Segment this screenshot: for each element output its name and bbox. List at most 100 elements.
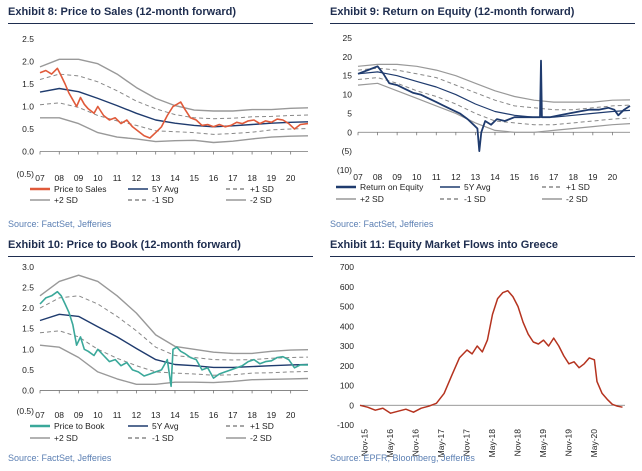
x-tick-label: 07 <box>353 172 363 182</box>
series-line-1-sd <box>39 295 309 361</box>
x-tick-label: 20 <box>608 172 618 182</box>
chart-panel-price-to-sales: Exhibit 8: Price to Sales (12-month forw… <box>8 6 313 230</box>
y-tick-label: (10) <box>337 165 352 175</box>
panel-title: Exhibit 9: Return on Equity (12-month fo… <box>330 6 575 18</box>
series-line-1-sd <box>39 330 309 376</box>
legend-label: Price to Book <box>54 421 105 431</box>
legend-label: Price to Sales <box>54 184 106 194</box>
y-tick-label: 3.0 <box>22 262 34 272</box>
chart-price-to-sales: 2.5 2.0 1.5 1.0 0.5 0.0 (0.5) 07 08 09 10 11 12 13 14 1… <box>17 34 309 205</box>
x-tick-label: 15 <box>190 410 200 420</box>
series-line-2-sd <box>357 63 631 103</box>
x-tick-label: May-20 <box>589 429 599 458</box>
x-tick-label: 09 <box>74 173 84 183</box>
x-tick-label: 20 <box>286 173 296 183</box>
y-tick-label: 5 <box>347 108 352 118</box>
source-note: Source: FactSet, Jefferies <box>8 453 112 463</box>
y-tick-label: 1.0 <box>22 344 34 354</box>
x-tick-label: 18 <box>247 173 257 183</box>
x-tick-label: 12 <box>132 410 142 420</box>
y-tick-label: 1.5 <box>22 79 34 89</box>
series-line-2-sd <box>39 58 309 112</box>
legend-label: -1 SD <box>152 195 174 205</box>
y-tick-label: (0.5) <box>17 406 35 416</box>
x-tick-label: 16 <box>209 173 219 183</box>
legend-label: 5Y Avg <box>152 184 179 194</box>
series-line-return-on-equity <box>357 59 631 152</box>
chart-panel-price-to-book: Exhibit 10: Price to Book (12-month forw… <box>8 239 313 467</box>
y-tick-label: (0.5) <box>17 169 35 179</box>
chart-panel-return-on-equity: Exhibit 9: Return on Equity (12-month fo… <box>330 6 635 230</box>
series-line-2-sd <box>40 117 309 144</box>
y-tick-label: 0.0 <box>22 385 34 395</box>
source-note: Source: EPFR, Bloomberg, Jefferies <box>330 453 475 463</box>
y-tick-label: 500 <box>340 302 354 312</box>
x-tick-label: 17 <box>549 172 559 182</box>
x-tick-label: 11 <box>113 410 122 420</box>
x-tick-label: 14 <box>170 173 180 183</box>
x-tick-label: 09 <box>392 172 402 182</box>
series-line-1-sd <box>39 73 309 120</box>
series-line-5y-avg <box>39 87 309 128</box>
x-tick-label: Nov-16 <box>411 429 421 457</box>
x-tick-label: 10 <box>93 410 103 420</box>
chart-equity-flows: 700 600 500 400 300 200 100 0 -100 Nov-15 May-16 No… <box>337 262 625 458</box>
legend-label: +1 SD <box>250 184 274 194</box>
legend-label: +1 SD <box>566 182 590 192</box>
x-tick-label: 07 <box>35 173 45 183</box>
x-tick-label: 17 <box>228 173 238 183</box>
x-tick-label: Nov-19 <box>563 429 573 457</box>
y-tick-label: 1.0 <box>22 102 34 112</box>
title-rule <box>8 23 313 24</box>
x-tick-label: 20 <box>286 410 296 420</box>
chart-return-on-equity: 25 20 15 10 5 0 (5) (10)07 08 09 10 11 12 13 14 15 16 17 1… <box>336 33 631 204</box>
title-rule <box>8 256 313 257</box>
x-tick-label: 10 <box>412 172 422 182</box>
x-tick-label: May-19 <box>538 429 548 458</box>
x-tick-label: Nov-18 <box>513 429 523 457</box>
legend-label: +1 SD <box>250 421 274 431</box>
x-tick-label: May-16 <box>385 429 395 458</box>
x-tick-label: 07 <box>35 410 45 420</box>
series-line-2-sd <box>357 82 631 133</box>
legend-label: 5Y Avg <box>464 182 491 192</box>
y-tick-label: 2.5 <box>22 283 34 293</box>
legend-label: +2 SD <box>360 194 384 204</box>
y-tick-label: 25 <box>343 33 353 43</box>
x-tick-label: 12 <box>132 173 142 183</box>
x-tick-label: 08 <box>55 410 65 420</box>
y-tick-label: (5) <box>342 146 353 156</box>
series-line-price-to-sales <box>39 67 309 139</box>
y-tick-label: 15 <box>343 71 353 81</box>
x-tick-label: May-18 <box>487 429 497 458</box>
y-tick-label: 0.5 <box>22 124 34 134</box>
x-tick-label: 14 <box>170 410 180 420</box>
y-tick-label: 600 <box>340 282 354 292</box>
x-tick-label: 16 <box>209 410 219 420</box>
y-tick-label: 0 <box>347 127 352 137</box>
x-tick-label: 11 <box>432 172 441 182</box>
x-tick-label: 19 <box>588 172 598 182</box>
x-tick-label: 12 <box>451 172 461 182</box>
y-tick-label: 2.0 <box>22 303 34 313</box>
x-tick-label: Nov-15 <box>360 429 370 457</box>
panel-title: Exhibit 8: Price to Sales (12-month forw… <box>8 6 236 18</box>
legend-label: -2 SD <box>566 194 588 204</box>
x-tick-label: Nov-17 <box>462 429 472 457</box>
y-tick-label: 0 <box>349 400 354 410</box>
y-tick-label: 0.5 <box>22 365 34 375</box>
y-tick-label: 400 <box>340 321 354 331</box>
title-rule <box>330 23 635 24</box>
series-line-2-sd <box>39 344 309 385</box>
legend-label: Return on Equity <box>360 182 424 192</box>
x-tick-label: 14 <box>490 172 500 182</box>
y-tick-label: 300 <box>340 341 354 351</box>
y-tick-label: 700 <box>340 262 354 272</box>
x-tick-label: 19 <box>267 173 277 183</box>
x-tick-label: 11 <box>113 173 122 183</box>
series-line-1-sd <box>357 77 631 126</box>
x-tick-label: 16 <box>529 172 539 182</box>
series-line-5y-avg <box>39 313 309 369</box>
x-tick-label: 15 <box>190 173 200 183</box>
x-tick-label: 17 <box>228 410 238 420</box>
